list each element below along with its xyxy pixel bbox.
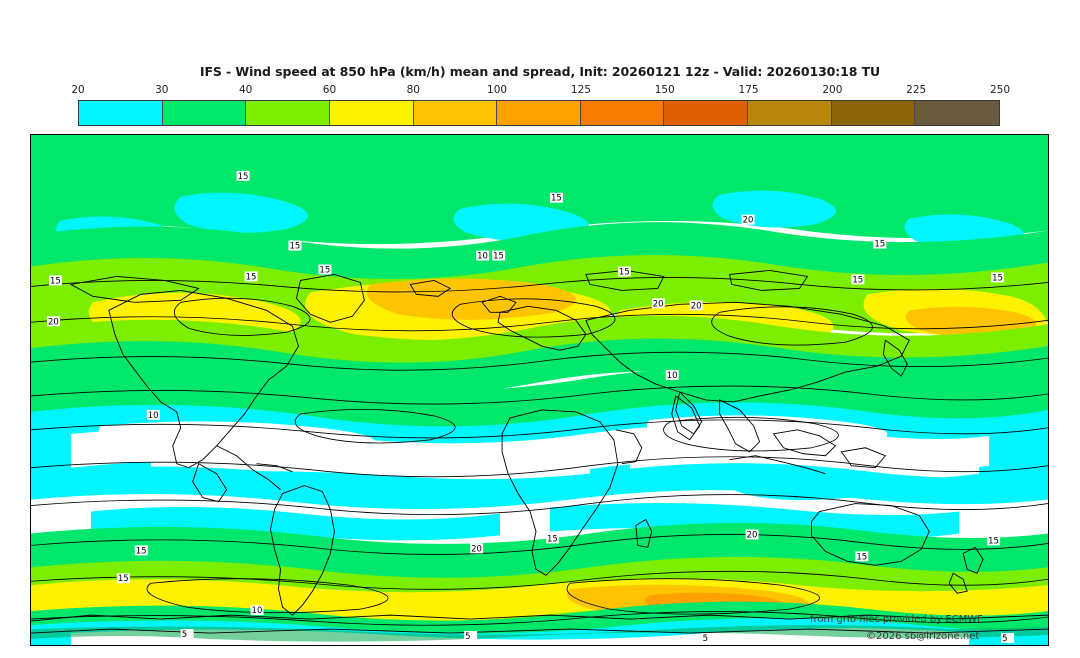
contour-label: 15: [851, 274, 865, 284]
map-panel[interactable]: 15 15 15 15 15 20 15 15 20 15 15 20 15 2…: [30, 134, 1049, 646]
colorbar-tick-125: 125: [570, 84, 591, 96]
contour-label: 15: [116, 573, 130, 583]
svg-text:15: 15: [118, 573, 129, 583]
contour-label: 5: [180, 629, 194, 639]
contour-label: 15: [991, 272, 1005, 282]
contour-label: 20: [745, 529, 759, 539]
svg-text:5: 5: [182, 629, 187, 639]
contour-label: 15: [545, 533, 559, 543]
colorbar-segment-80: [413, 101, 498, 125]
colorbar-tick-40: 40: [238, 84, 253, 96]
svg-text:15: 15: [246, 271, 257, 281]
spread-contour-layer: [31, 277, 1048, 626]
contour-label: 20: [470, 543, 484, 553]
contour-label: 20: [46, 316, 60, 326]
svg-text:5: 5: [465, 631, 470, 641]
colorbar-tick-labels: 20 30 40 60 80 100 125 150 175 200 225 250: [71, 84, 1010, 98]
contour-label: 20: [741, 215, 755, 225]
svg-text:15: 15: [319, 264, 330, 274]
contour-label: 10: [665, 370, 679, 380]
colorbar-tick-225: 225: [906, 84, 927, 96]
svg-text:20: 20: [653, 298, 664, 308]
coastline-layer: [31, 270, 1048, 634]
colorbar-segment-225: [915, 101, 999, 125]
contour-label: 15: [873, 239, 887, 249]
credit-copyright: ©2026 sb@irizone.net: [866, 631, 980, 642]
contour-label: 15: [134, 545, 148, 555]
svg-text:15: 15: [50, 275, 61, 285]
svg-text:15: 15: [992, 272, 1003, 282]
contour-label: 5: [701, 633, 715, 643]
svg-text:15: 15: [493, 251, 504, 261]
colorbar-segment-125: [580, 101, 665, 125]
svg-text:15: 15: [874, 239, 885, 249]
colorbar-segment-30: [162, 101, 247, 125]
svg-text:15: 15: [551, 193, 562, 203]
colorbar-segment-175: [748, 101, 832, 125]
svg-text:20: 20: [747, 529, 758, 539]
contour-label: 15: [987, 535, 1001, 545]
colorbar-tick-100: 100: [487, 84, 508, 96]
colorbar-tick-250: 250: [989, 84, 1011, 96]
contour-label: 15: [617, 266, 631, 276]
svg-text:15: 15: [136, 545, 147, 555]
contour-label: 15: [492, 251, 506, 261]
colorbar-tick-60: 60: [322, 84, 337, 96]
colorbar-tick-150: 150: [654, 84, 675, 96]
contour-label: 20: [689, 300, 703, 310]
credit-source: from grib files provided by ECMWF: [810, 614, 983, 625]
svg-text:10: 10: [667, 370, 678, 380]
contour-label: 15: [236, 171, 250, 181]
svg-text:5: 5: [703, 633, 708, 643]
svg-text:15: 15: [547, 533, 558, 543]
map-field-layer: [31, 135, 1048, 645]
svg-text:15: 15: [856, 551, 867, 561]
contour-label: 15: [855, 551, 869, 561]
svg-text:5: 5: [1002, 633, 1007, 643]
contour-label: 5: [1001, 633, 1015, 643]
svg-text:15: 15: [988, 535, 999, 545]
svg-text:20: 20: [471, 543, 482, 553]
contour-label-layer: 15 15 15 15 15 20 15 15 20 15 15 20 15 2…: [46, 171, 1015, 643]
contour-label: 20: [651, 298, 665, 308]
contour-label: 15: [549, 193, 563, 203]
svg-text:15: 15: [852, 274, 863, 284]
svg-text:20: 20: [48, 316, 59, 326]
contour-label: 15: [244, 271, 258, 281]
svg-text:15: 15: [289, 241, 300, 251]
contour-label: 15: [318, 264, 332, 274]
page-title: IFS - Wind speed at 850 hPa (km/h) mean …: [199, 64, 881, 79]
contour-label: 15: [288, 241, 302, 251]
colorbar-segment-150: [664, 101, 748, 125]
colorbar-segment-40: [246, 101, 330, 125]
svg-text:20: 20: [691, 300, 702, 310]
svg-text:20: 20: [743, 215, 754, 225]
contour-label: 15: [48, 275, 62, 285]
colorbar-segment-100: [497, 101, 581, 125]
colorbar-segment-20: [79, 101, 163, 125]
colorbar-gradient: [78, 100, 1000, 126]
colorbar-tick-30: 30: [155, 84, 169, 96]
colorbar-segment-200: [831, 101, 916, 125]
contour-label: 10: [476, 251, 490, 261]
svg-text:15: 15: [238, 171, 249, 181]
svg-text:10: 10: [252, 605, 263, 615]
colorbar-tick-200: 200: [822, 84, 843, 96]
svg-text:10: 10: [477, 251, 488, 261]
colorbar-tick-20: 20: [71, 84, 85, 96]
colorbar: 20 30 40 60 80 100 125 150 175 200 225 250: [71, 84, 1010, 128]
colorbar-tick-175: 175: [738, 84, 759, 96]
colorbar-segment-60: [329, 101, 414, 125]
svg-text:10: 10: [148, 410, 159, 420]
contour-label: 10: [250, 605, 264, 615]
contour-label: 5: [464, 631, 478, 641]
colorbar-tick-80: 80: [406, 84, 420, 96]
contour-label: 10: [146, 410, 160, 420]
svg-text:15: 15: [619, 266, 630, 276]
map-canvas: 15 15 15 15 15 20 15 15 20 15 15 20 15 2…: [31, 135, 1048, 645]
